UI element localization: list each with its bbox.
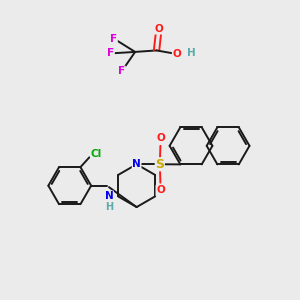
Text: F: F xyxy=(107,48,114,59)
Text: O: O xyxy=(172,49,181,59)
Text: F: F xyxy=(110,34,117,44)
Text: N: N xyxy=(105,191,113,201)
Text: O: O xyxy=(156,185,165,195)
Text: N: N xyxy=(132,159,141,169)
Text: S: S xyxy=(155,158,164,171)
Text: O: O xyxy=(154,24,163,34)
Text: Cl: Cl xyxy=(91,149,102,159)
Text: H: H xyxy=(105,202,113,212)
Text: F: F xyxy=(118,66,125,76)
Text: H: H xyxy=(187,47,196,58)
Text: O: O xyxy=(156,133,165,143)
